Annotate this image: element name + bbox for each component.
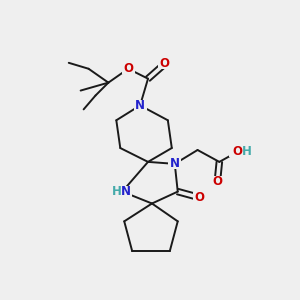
Text: O: O bbox=[123, 62, 133, 75]
Text: H: H bbox=[112, 185, 122, 198]
Text: O: O bbox=[194, 191, 205, 204]
FancyBboxPatch shape bbox=[122, 63, 135, 74]
FancyBboxPatch shape bbox=[108, 186, 132, 197]
FancyBboxPatch shape bbox=[168, 158, 181, 169]
Text: N: N bbox=[135, 99, 145, 112]
Text: O: O bbox=[160, 57, 170, 70]
Text: O: O bbox=[232, 146, 242, 158]
Text: N: N bbox=[121, 185, 131, 198]
FancyBboxPatch shape bbox=[229, 146, 251, 158]
Text: H: H bbox=[242, 146, 252, 158]
FancyBboxPatch shape bbox=[134, 100, 146, 111]
FancyBboxPatch shape bbox=[193, 192, 206, 203]
Text: O: O bbox=[212, 175, 222, 188]
FancyBboxPatch shape bbox=[158, 58, 171, 69]
FancyBboxPatch shape bbox=[211, 176, 224, 187]
Text: N: N bbox=[170, 158, 180, 170]
